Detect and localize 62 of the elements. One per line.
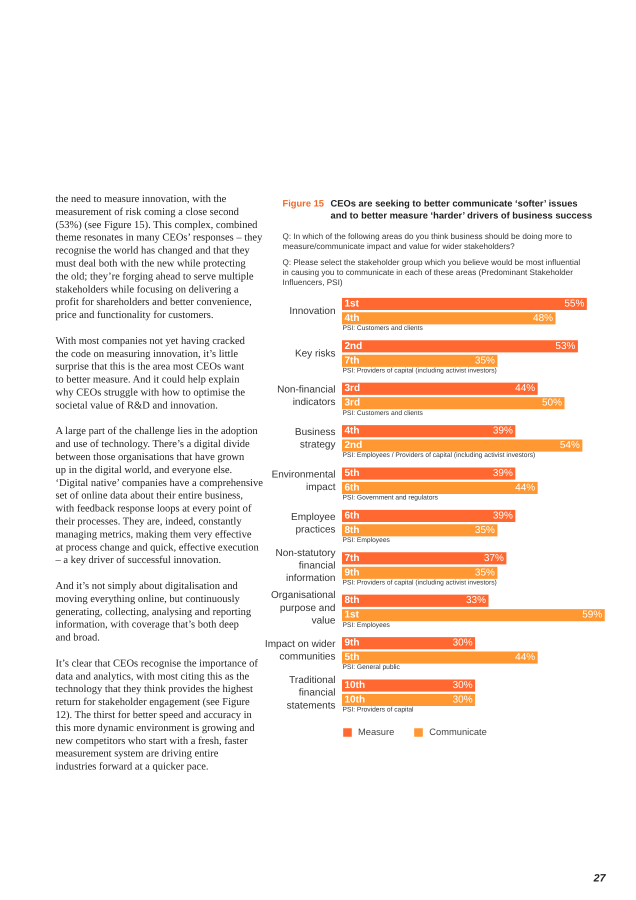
annotation: 4th — [344, 426, 360, 437]
data-label: 54% — [560, 440, 580, 452]
y-tick-label: Impact on wider communities — [264, 638, 336, 663]
data-label: 53% — [555, 340, 576, 352]
text: Q: Please select the stakeholder group which you believe would be most influential in causing you to communicate in each of these areas (Predominant Stakeholder Influencers, PSI) — [282, 258, 580, 287]
y-tick-label: Key risks — [294, 348, 336, 360]
annotation: 6th — [344, 482, 360, 494]
data-label: 30% — [452, 680, 473, 692]
data-label: 35% — [474, 524, 496, 536]
text: the need to measure innovation, with the measurement of risk coming a close second (53%) (see Figure 15). This complex, combined theme resonates in many CEOs’ responses – they recognise the world has changed and that they must deal both with the new while protecting the old; they’re forging ahead to serve multiple stakeholders while focusing on delivering a profit for shareholders and better convenience, price and functionality for customers. — [56, 194, 262, 322]
caption: Figure 15 — [282, 198, 324, 208]
y-tick-label: Employee practices — [291, 512, 336, 536]
annotation: 9th — [344, 638, 360, 649]
data-label: 30% — [452, 638, 473, 649]
y-tick-label: Traditional financial statements — [286, 675, 336, 712]
text: 27 — [592, 872, 607, 884]
legend-label: Communicate — [429, 727, 487, 737]
annotation: 2nd — [344, 440, 362, 452]
data-label: 39% — [492, 426, 513, 437]
annotation: 10th — [344, 680, 366, 692]
annotation: 5th — [344, 652, 360, 664]
annotation: 6th — [344, 510, 360, 522]
data-label: 37% — [484, 552, 504, 564]
y-tick-label: Non-financial indicators — [277, 384, 336, 408]
y-tick-label: Innovation — [289, 306, 336, 318]
data-label: 55% — [564, 298, 584, 310]
annotation: 1st — [344, 298, 360, 310]
text: And it’s not simply about digitalisation and moving everything online, but continuously generating, collecting, analysing and reporting information, with coverage that’s both deep and broad. — [56, 581, 252, 644]
legend-label: Measure — [358, 727, 394, 737]
data-label: 35% — [474, 355, 496, 366]
chart-title: CEOs are seeking to better communicate ‘softer’ issues and to better measure ‘harder’ drivers of business success — [330, 198, 592, 220]
data-label: 33% — [466, 595, 486, 606]
data-label: 59% — [582, 610, 602, 621]
data-label: 50% — [542, 398, 562, 409]
data-label: 39% — [492, 510, 513, 522]
annotation: 2nd — [344, 340, 362, 352]
data-label: 44% — [515, 652, 536, 664]
annotation: 7th — [344, 355, 360, 366]
data-label: 30% — [452, 694, 473, 706]
data-label: 44% — [515, 383, 536, 394]
annotation: 9th — [344, 567, 360, 578]
data-label: 44% — [515, 482, 536, 494]
y-tick-label: Organisational purpose and value — [271, 590, 336, 627]
annotation: 8th — [344, 524, 360, 536]
annotation: 7th — [344, 552, 360, 564]
data-label: 35% — [474, 567, 496, 578]
annotation: 10th — [344, 694, 366, 706]
text: A large part of the challenge lies in the adoption and use of technology. There’s a digital divide between those organisations that have grown up in the digital world, and everyone else. ‘Digital native’ companies have a comprehensive set of online data about their entire business, with feedback response loops at every point of their processes. They are, indeed, constantly managing metrics, making them very effective at process change and quick, effective execution – a key driver of successful innovation. — [56, 426, 263, 566]
y-tick-label: Environmental impact — [272, 469, 336, 494]
data-label: 39% — [492, 468, 513, 480]
annotation: 5th — [344, 468, 360, 480]
annotation: 3rd — [344, 398, 360, 409]
annotation: 8th — [344, 595, 360, 606]
y-tick-label: Non-statutory financial information — [275, 548, 336, 584]
annotation: 1st — [344, 610, 360, 621]
y-tick-label: Business strategy — [294, 426, 336, 451]
text: Q: In which of the following areas do you think business should be doing more to measure/communicate impact and value for wider stakeholders? — [282, 232, 572, 251]
data-label: 48% — [533, 312, 554, 324]
annotation: 4th — [344, 312, 360, 324]
text: With most companies not yet having cracked the code on measuring innovation, it’s little surprise that this is the area most CEOs want to better measure. And it could help explain why CEOs struggle with how to optimise the societal value of R&D and innovation. — [56, 336, 246, 412]
annotation: 3rd — [344, 383, 360, 394]
text: It’s clear that CEOs recognise the importance of data and analytics, with most citing this as the technology that they think provides the highest return for stakeholder engagement (see Figure 12). The thirst for better speed and accuracy in this more dynamic environment is growing and new competitors who start with a fresh, faster measurement system are driving entire industries forward at a quicker pace. — [56, 658, 258, 773]
